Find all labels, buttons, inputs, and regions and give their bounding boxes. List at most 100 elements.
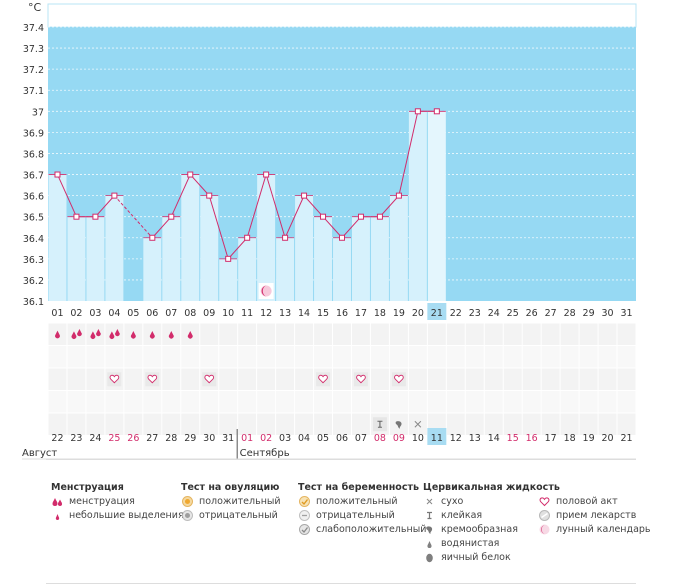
temp-point[interactable] <box>244 234 251 241</box>
grid-cell[interactable] <box>200 391 219 413</box>
grid-cell[interactable] <box>162 368 181 391</box>
grid-cell[interactable] <box>446 391 465 413</box>
grid-cell[interactable] <box>351 323 370 346</box>
grid-cell[interactable] <box>522 391 541 413</box>
grid-cell[interactable] <box>427 368 446 391</box>
grid-cell[interactable] <box>503 368 522 391</box>
grid-cell[interactable] <box>124 346 143 368</box>
grid-cell[interactable] <box>541 323 560 346</box>
grid-cell[interactable] <box>560 323 579 346</box>
grid-cell[interactable] <box>219 391 238 413</box>
grid-cell[interactable] <box>200 346 219 368</box>
grid-cell[interactable] <box>465 413 484 436</box>
grid-cell[interactable] <box>427 323 446 346</box>
grid-cell[interactable] <box>295 346 314 368</box>
grid-cell[interactable] <box>541 413 560 436</box>
grid-cell[interactable] <box>238 323 257 346</box>
grid-cell[interactable] <box>276 346 295 368</box>
grid-cell[interactable] <box>446 368 465 391</box>
grid-cell[interactable] <box>257 368 276 391</box>
grid-cell[interactable] <box>408 323 427 346</box>
grid-cell[interactable] <box>333 323 351 346</box>
grid-cell[interactable] <box>522 323 541 346</box>
grid-cell[interactable] <box>389 346 408 368</box>
grid-cell[interactable] <box>143 413 162 436</box>
grid-cell[interactable] <box>86 413 105 436</box>
grid-cell[interactable] <box>48 391 67 413</box>
grid-cell[interactable] <box>181 413 200 436</box>
grid-cell[interactable] <box>143 391 162 413</box>
grid-cell[interactable] <box>314 391 333 413</box>
grid-cell[interactable] <box>257 413 276 436</box>
grid-cell[interactable] <box>124 413 143 436</box>
grid-cell[interactable] <box>598 323 617 346</box>
grid-cell[interactable] <box>295 323 314 346</box>
grid-cell[interactable] <box>257 323 276 346</box>
temp-point[interactable] <box>376 213 383 220</box>
grid-cell[interactable] <box>162 346 181 368</box>
grid-cell[interactable] <box>238 368 257 391</box>
grid-cell[interactable] <box>446 413 465 436</box>
temp-point[interactable] <box>149 234 156 241</box>
grid-cell[interactable] <box>181 346 200 368</box>
grid-cell[interactable] <box>333 391 351 413</box>
grid-cell[interactable] <box>105 323 124 346</box>
grid-cell[interactable] <box>276 323 295 346</box>
grid-cell[interactable] <box>465 391 484 413</box>
grid-cell[interactable] <box>522 413 541 436</box>
grid-cell[interactable] <box>48 346 67 368</box>
temp-point[interactable] <box>414 108 421 115</box>
grid-cell[interactable] <box>465 368 484 391</box>
grid-cell[interactable] <box>67 391 86 413</box>
temp-point[interactable] <box>206 192 213 199</box>
grid-cell[interactable] <box>522 368 541 391</box>
grid-cell[interactable] <box>408 368 427 391</box>
grid-cell[interactable] <box>314 413 333 436</box>
grid-cell[interactable] <box>67 413 86 436</box>
grid-cell[interactable] <box>257 391 276 413</box>
grid-cell[interactable] <box>408 391 427 413</box>
grid-cell[interactable] <box>446 323 465 346</box>
grid-cell[interactable] <box>181 391 200 413</box>
grid-cell[interactable] <box>351 346 370 368</box>
grid-cell[interactable] <box>503 346 522 368</box>
grid-cell[interactable] <box>238 413 257 436</box>
grid-cell[interactable] <box>276 391 295 413</box>
grid-cell[interactable] <box>408 346 427 368</box>
temp-point[interactable] <box>339 234 345 241</box>
grid-cell[interactable] <box>389 391 408 413</box>
grid-cell[interactable] <box>484 413 503 436</box>
temp-point[interactable] <box>111 192 118 199</box>
temp-point[interactable] <box>225 255 232 262</box>
grid-cell[interactable] <box>598 346 617 368</box>
grid-cell[interactable] <box>219 368 238 391</box>
grid-cell[interactable] <box>162 413 181 436</box>
temp-point[interactable] <box>54 171 61 178</box>
grid-cell[interactable] <box>276 368 295 391</box>
grid-cell[interactable] <box>503 391 522 413</box>
grid-cell[interactable] <box>295 368 314 391</box>
grid-cell[interactable] <box>617 323 636 346</box>
temp-point[interactable] <box>433 108 440 115</box>
grid-cell[interactable] <box>200 413 219 436</box>
grid-cell[interactable] <box>276 413 295 436</box>
temp-point[interactable] <box>168 213 175 220</box>
grid-cell[interactable] <box>560 413 579 436</box>
grid-cell[interactable] <box>484 368 503 391</box>
grid-cell[interactable] <box>124 391 143 413</box>
grid-cell[interactable] <box>105 346 124 368</box>
temp-point[interactable] <box>357 213 364 220</box>
grid-cell[interactable] <box>333 413 351 436</box>
temp-point[interactable] <box>320 213 327 220</box>
grid-cell[interactable] <box>598 368 617 391</box>
grid-cell[interactable] <box>484 323 503 346</box>
grid-cell[interactable] <box>541 368 560 391</box>
grid-cell[interactable] <box>86 346 105 368</box>
grid-cell[interactable] <box>503 413 522 436</box>
grid-cell[interactable] <box>503 323 522 346</box>
grid-cell[interactable] <box>295 391 314 413</box>
grid-cell[interactable] <box>427 391 446 413</box>
grid-cell[interactable] <box>238 391 257 413</box>
grid-cell[interactable] <box>446 346 465 368</box>
grid-cell[interactable] <box>617 413 636 436</box>
